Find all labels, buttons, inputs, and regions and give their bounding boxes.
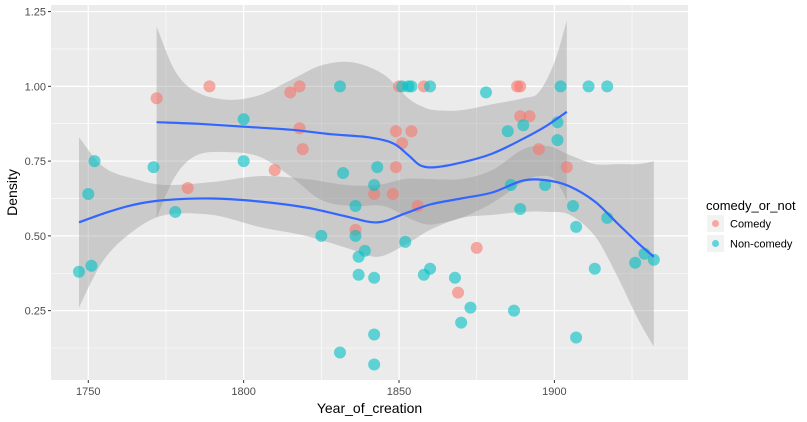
point-non-comedy bbox=[501, 125, 514, 138]
legend-label-comedy: Comedy bbox=[730, 219, 771, 231]
point-comedy bbox=[560, 161, 573, 174]
point-non-comedy bbox=[237, 113, 250, 126]
y-tick-label: 0.75 bbox=[25, 156, 46, 168]
x-axis-title: Year_of_creation bbox=[317, 400, 422, 416]
point-comedy bbox=[470, 241, 483, 254]
point-non-comedy bbox=[358, 244, 371, 257]
smooth-lines bbox=[78, 110, 655, 258]
point-non-comedy bbox=[480, 86, 493, 99]
point-non-comedy bbox=[72, 265, 85, 278]
point-non-comedy bbox=[333, 80, 346, 93]
point-non-comedy bbox=[629, 256, 642, 269]
point-comedy bbox=[368, 187, 381, 200]
legend: comedy_or_not Comedy Non-comedy bbox=[706, 198, 796, 252]
x-axis: 1750 1800 1850 1900 bbox=[76, 380, 567, 398]
point-non-comedy bbox=[424, 262, 437, 275]
point-non-comedy bbox=[517, 119, 530, 132]
point-comedy bbox=[293, 122, 306, 135]
point-comedy bbox=[389, 161, 402, 174]
point-non-comedy bbox=[405, 80, 418, 93]
point-comedy bbox=[532, 143, 545, 156]
point-non-comedy bbox=[551, 134, 564, 147]
point-non-comedy bbox=[371, 161, 384, 174]
point-comedy bbox=[296, 143, 309, 156]
y-tick-label: 0.50 bbox=[25, 231, 46, 243]
point-comedy bbox=[268, 164, 281, 177]
point-comedy bbox=[150, 92, 163, 105]
point-comedy bbox=[386, 187, 399, 200]
point-comedy bbox=[284, 86, 297, 99]
point-comedy bbox=[203, 80, 216, 93]
point-non-comedy bbox=[455, 316, 468, 329]
point-non-comedy bbox=[368, 179, 381, 192]
point-non-comedy bbox=[337, 167, 350, 180]
point-non-comedy bbox=[368, 271, 381, 284]
point-non-comedy bbox=[349, 199, 362, 212]
point-non-comedy bbox=[333, 346, 346, 359]
minor-gridlines bbox=[51, 5, 688, 380]
point-non-comedy bbox=[237, 155, 250, 168]
y-tick-label: 0.25 bbox=[25, 306, 46, 318]
point-non-comedy bbox=[352, 268, 365, 281]
point-non-comedy bbox=[567, 199, 580, 212]
point-non-comedy bbox=[554, 80, 567, 93]
point-comedy bbox=[514, 80, 527, 93]
point-non-comedy bbox=[169, 205, 182, 218]
point-non-comedy bbox=[647, 253, 660, 266]
y-tick-label: 1.25 bbox=[25, 7, 46, 19]
point-non-comedy bbox=[448, 271, 461, 284]
point-non-comedy bbox=[601, 80, 614, 93]
point-non-comedy bbox=[570, 331, 583, 344]
point-non-comedy bbox=[570, 220, 583, 233]
legend-swatch-comedy bbox=[712, 220, 719, 227]
point-non-comedy bbox=[85, 259, 98, 272]
y-tick-label: 1.00 bbox=[25, 81, 46, 93]
point-comedy bbox=[405, 125, 418, 138]
point-non-comedy bbox=[588, 262, 601, 275]
point-non-comedy bbox=[315, 229, 328, 242]
smooth-line-non-comedy bbox=[78, 178, 655, 258]
data-points bbox=[72, 80, 660, 371]
point-non-comedy bbox=[507, 304, 520, 317]
point-non-comedy bbox=[582, 80, 595, 93]
point-non-comedy bbox=[464, 301, 477, 314]
point-non-comedy bbox=[539, 179, 552, 192]
x-tick-label: 1800 bbox=[231, 386, 255, 398]
legend-label-non-comedy: Non-comedy bbox=[730, 239, 793, 251]
y-axis-title: Density bbox=[4, 169, 20, 216]
legend-swatch-non-comedy bbox=[712, 240, 719, 247]
point-comedy bbox=[523, 110, 536, 123]
point-non-comedy bbox=[147, 161, 160, 174]
point-comedy bbox=[452, 286, 465, 299]
x-tick-label: 1850 bbox=[387, 386, 411, 398]
point-non-comedy bbox=[88, 155, 101, 168]
y-axis: 0.25 0.50 0.75 1.00 1.25 bbox=[25, 7, 51, 318]
confidence-ribbon-comedy bbox=[156, 20, 567, 225]
x-tick-label: 1750 bbox=[76, 386, 100, 398]
point-non-comedy bbox=[82, 187, 95, 200]
legend-title: comedy_or_not bbox=[706, 198, 796, 213]
point-comedy bbox=[293, 80, 306, 93]
x-tick-label: 1900 bbox=[542, 386, 566, 398]
point-non-comedy bbox=[424, 80, 437, 93]
point-comedy bbox=[181, 182, 194, 195]
point-non-comedy bbox=[514, 202, 527, 215]
point-non-comedy bbox=[368, 328, 381, 341]
point-non-comedy bbox=[368, 358, 381, 371]
point-non-comedy bbox=[349, 229, 362, 242]
point-comedy bbox=[389, 125, 402, 138]
smooth-line-comedy bbox=[156, 110, 568, 169]
point-non-comedy bbox=[399, 235, 412, 248]
